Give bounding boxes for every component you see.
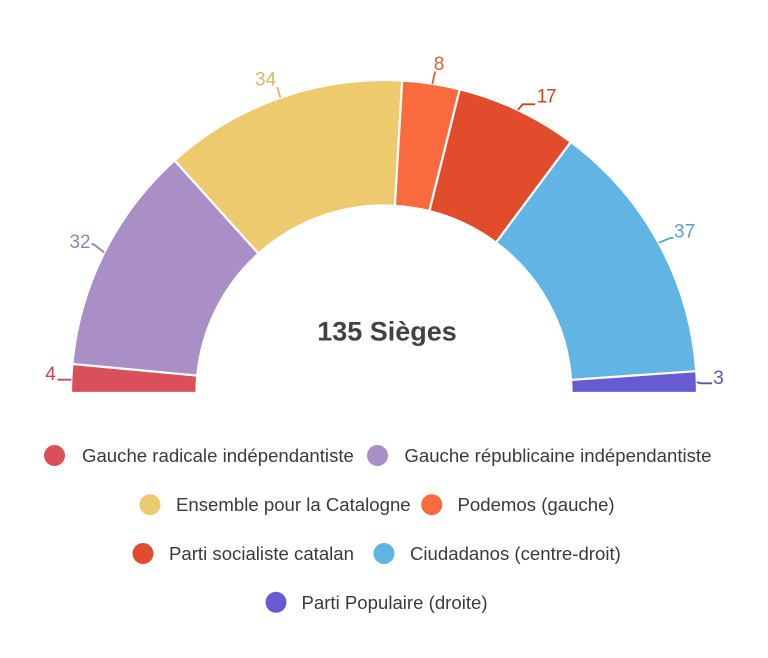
svg-text:Podemos (gauche): Podemos (gauche) <box>458 494 615 515</box>
svg-text:Ciudadanos (centre-droit): Ciudadanos (centre-droit) <box>410 543 621 564</box>
svg-text:Gauche radicale indépendantist: Gauche radicale indépendantiste <box>82 445 354 466</box>
svg-text:34: 34 <box>255 70 277 91</box>
svg-text:17: 17 <box>537 86 556 107</box>
svg-text:3: 3 <box>713 368 724 389</box>
svg-text:Parti Populaire (droite): Parti Populaire (droite) <box>302 592 488 613</box>
svg-text:Parti socialiste catalan: Parti socialiste catalan <box>169 543 354 564</box>
svg-text:8: 8 <box>434 54 445 75</box>
svg-text:37: 37 <box>674 222 695 243</box>
svg-text:4: 4 <box>45 364 56 385</box>
svg-text:135 Sièges: 135 Sièges <box>317 316 457 346</box>
svg-text:32: 32 <box>69 232 90 253</box>
svg-text:Ensemble pour la Catalogne: Ensemble pour la Catalogne <box>176 494 411 515</box>
svg-text:Gauche républicaine indépendan: Gauche républicaine indépendantiste <box>404 445 711 466</box>
